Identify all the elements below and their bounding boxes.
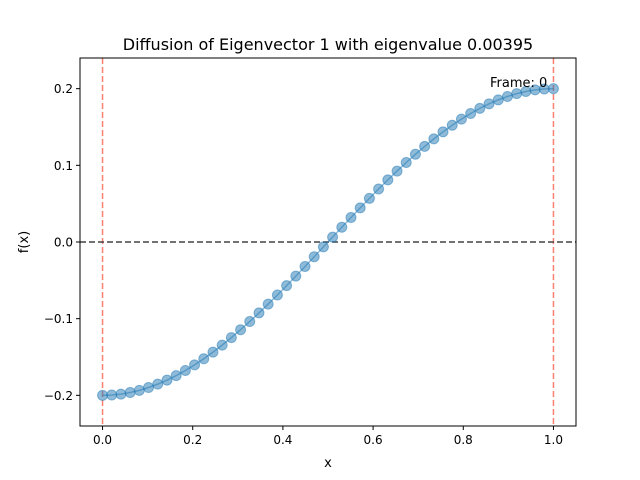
x-tick-label: 0.4 (273, 433, 292, 447)
y-tick-label: 0.2 (54, 82, 73, 96)
y-tick-label: −0.2 (44, 389, 73, 403)
data-point (547, 83, 559, 95)
data-point (492, 94, 504, 106)
data-point (198, 353, 210, 365)
data-point (446, 119, 458, 131)
data-point (327, 231, 339, 243)
y-axis: −0.2 −0.1 0.0 0.1 0.2 (44, 82, 80, 403)
data-point (345, 212, 357, 224)
data-point (409, 148, 421, 160)
data-point (207, 346, 219, 358)
data-point (179, 364, 191, 376)
x-axis: 0.0 0.2 0.4 0.6 0.8 1.0 (93, 426, 563, 447)
data-point (419, 140, 431, 152)
data-point (143, 382, 155, 394)
data-point (124, 386, 136, 398)
data-point (354, 202, 366, 214)
data-point (455, 113, 467, 125)
data-point (152, 378, 164, 390)
data-point (271, 289, 283, 301)
data-point (428, 133, 440, 145)
data-point (189, 359, 201, 371)
data-point (133, 384, 145, 396)
data-point (465, 108, 477, 120)
y-axis-label: f(x) (17, 231, 32, 253)
data-point (299, 260, 311, 272)
data-point (170, 370, 182, 382)
data-point (363, 192, 375, 204)
data-point (244, 316, 256, 328)
data-point (483, 98, 495, 110)
x-tick-label: 1.0 (544, 433, 563, 447)
data-point (253, 307, 265, 319)
data-point (97, 389, 109, 401)
plot-area (80, 58, 576, 426)
y-tick-label: 0.1 (54, 159, 73, 173)
data-point (437, 126, 449, 138)
data-point (317, 241, 329, 253)
data-point (115, 388, 127, 400)
x-tick-label: 0.8 (454, 433, 473, 447)
data-point (161, 374, 173, 386)
x-tick-label: 0.2 (183, 433, 202, 447)
data-point (336, 221, 348, 233)
x-tick-label: 0.6 (364, 433, 383, 447)
data-point (474, 102, 486, 114)
data-point (216, 339, 228, 351)
data-point (382, 174, 394, 186)
data-point (281, 280, 293, 292)
data-point (290, 270, 302, 282)
data-point (235, 324, 247, 336)
data-point (391, 165, 403, 177)
y-tick-label: −0.1 (44, 312, 73, 326)
data-point (400, 156, 412, 168)
data-point (262, 298, 274, 310)
chart-title: Diffusion of Eigenvector 1 with eigenval… (123, 35, 533, 54)
data-point (225, 332, 237, 344)
x-axis-label: x (324, 456, 332, 471)
data-point (308, 251, 320, 263)
data-point (373, 183, 385, 195)
data-point (106, 389, 118, 401)
x-tick-label: 0.0 (93, 433, 112, 447)
frame-annotation: Frame: 0 (490, 76, 547, 91)
y-tick-label: 0.0 (54, 236, 73, 250)
data-point (501, 90, 513, 102)
